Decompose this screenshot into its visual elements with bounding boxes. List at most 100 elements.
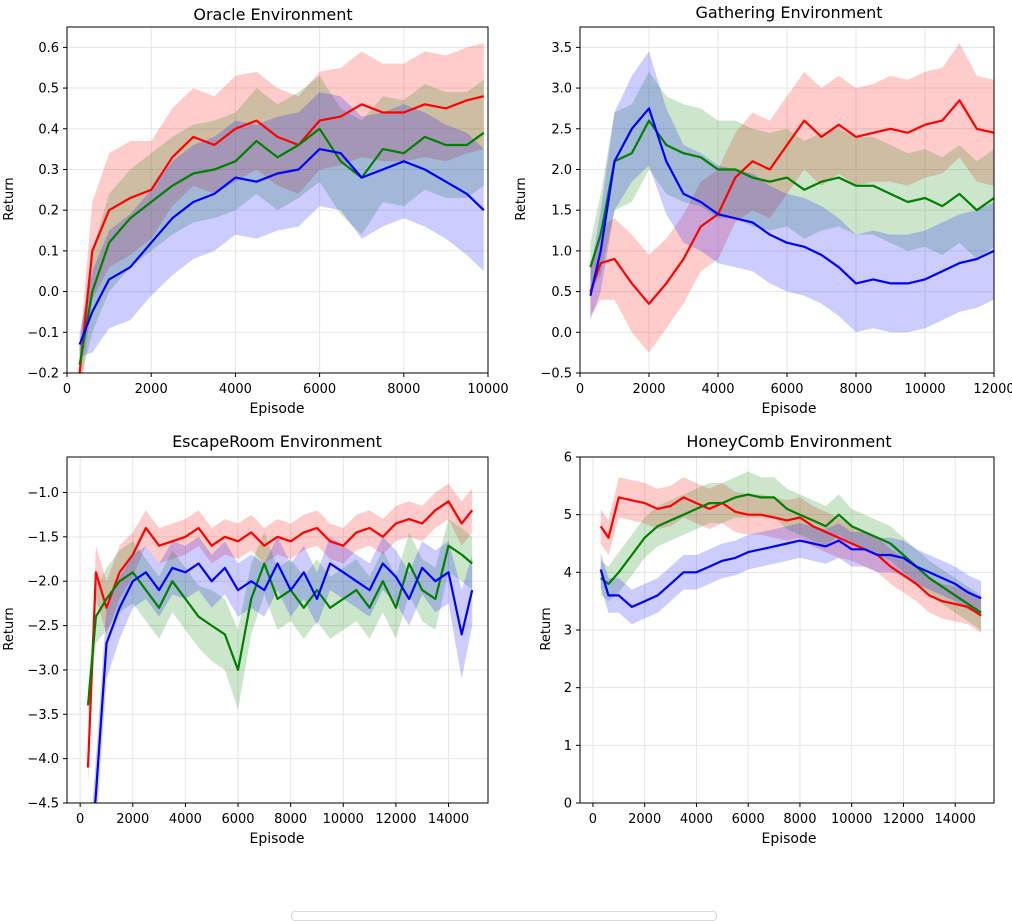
honeycomb-xtick-label-0: 0: [589, 812, 597, 827]
oracle-ytick-label-1: −0.1: [27, 326, 59, 341]
oracle-xlabel: Episode: [250, 401, 305, 417]
escaperoom-red-line: [86, 500, 474, 768]
oracle-xtick-label-3: 6000: [303, 382, 336, 397]
gathering-blue-band: [590, 51, 994, 333]
honeycomb-plot-area: [599, 471, 982, 633]
escaperoom-plot-area: [86, 483, 474, 803]
honeycomb-ytick-label-2: 2: [564, 681, 572, 696]
gathering-ytick-label-4: 1.5: [551, 204, 572, 219]
oracle-panel: Oracle Environment Episode Return 0 2000 4…: [2, 5, 509, 417]
honeycomb-red-band: [600, 477, 982, 633]
honeycomb-xtick-label-7: 14000: [935, 812, 976, 827]
escaperoom-xtick-label-5: 10000: [323, 812, 364, 827]
gathering-green-line: [589, 119, 994, 268]
honeycomb-red-line: [599, 496, 982, 617]
oracle-green-line: [78, 127, 485, 366]
escaperoom-xlabel: Episode: [250, 831, 305, 847]
gathering-blue-line: [589, 107, 994, 296]
escaperoom-ytick-label-5: −2.0: [27, 575, 59, 590]
honeycomb-xlabel: Episode: [762, 831, 817, 847]
escaperoom-ytick-label-7: −1.0: [27, 486, 59, 501]
honeycomb-xtick-label-4: 8000: [783, 812, 816, 827]
honeycomb-ytick-label-6: 6: [564, 451, 572, 466]
oracle-ytick-label-8: 0.6: [38, 41, 59, 56]
escaperoom-ylabel: Return: [2, 607, 17, 650]
escaperoom-xtick-label-2: 4000: [169, 812, 202, 827]
oracle-ytick-label-0: −0.2: [27, 367, 59, 382]
honeycomb-xtick-label-1: 2000: [628, 812, 661, 827]
gathering-xlabel: Episode: [762, 401, 817, 417]
oracle-ytick-label-4: 0.2: [38, 204, 59, 219]
escaperoom-xtick-label-6: 12000: [375, 812, 416, 827]
gathering-xtick-label-4: 8000: [839, 382, 872, 397]
oracle-blue-line: [78, 148, 485, 345]
honeycomb-panel: HoneyComb Environment Episode Return 0 20…: [539, 432, 995, 847]
gathering-red-line: [589, 99, 994, 305]
escaperoom-xtick-label-7: 14000: [428, 812, 469, 827]
gathering-xtick-label-0: 0: [576, 382, 584, 397]
escaperoom-ytick-label-4: −2.5: [27, 619, 59, 634]
escaperoom-ytick-label-2: −3.5: [27, 708, 59, 723]
honeycomb-blue-band: [600, 523, 982, 625]
oracle-ytick-label-6: 0.4: [38, 122, 59, 137]
gathering-ytick-label-1: 0.0: [551, 326, 572, 341]
oracle-title: Oracle Environment: [193, 5, 352, 24]
gathering-ytick-label-8: 3.5: [551, 41, 572, 56]
gathering-ytick-label-5: 2.0: [551, 163, 572, 178]
gathering-ytick-label-2: 0.5: [551, 285, 572, 300]
gathering-panel: Gathering Environment Episode Return 0 20…: [514, 3, 1012, 417]
oracle-xtick-label-2: 4000: [219, 382, 252, 397]
escaperoom-xtick-label-0: 0: [76, 812, 84, 827]
legend-box: [291, 911, 717, 921]
escaperoom-green-band: [88, 519, 473, 724]
oracle-red-line: [78, 95, 485, 373]
honeycomb-xtick-label-5: 10000: [831, 812, 872, 827]
escaperoom-ytick-label-3: −3.0: [27, 663, 59, 678]
oracle-xtick-label-1: 2000: [135, 382, 168, 397]
gathering-ytick-label-0: −0.5: [540, 367, 572, 382]
honeycomb-ytick-label-1: 1: [564, 739, 572, 754]
oracle-ytick-label-3: 0.1: [38, 244, 59, 259]
oracle-plot-area: [78, 43, 485, 373]
honeycomb-title: HoneyComb Environment: [686, 432, 891, 451]
honeycomb-xtick-label-2: 4000: [680, 812, 713, 827]
gathering-xtick-label-1: 2000: [632, 382, 665, 397]
escaperoom-xtick-label-3: 6000: [221, 812, 254, 827]
honeycomb-ytick-label-5: 5: [564, 508, 572, 523]
escaperoom-blue-line: [94, 562, 474, 803]
oracle-axes-frame: [66, 26, 489, 374]
gathering-xtick-label-5: 10000: [904, 382, 945, 397]
gathering-ytick-label-3: 1.0: [551, 244, 572, 259]
gathering-ytick-label-6: 2.5: [551, 122, 572, 137]
escaperoom-axes-frame: [66, 456, 489, 804]
oracle-ytick-label-2: 0.0: [38, 285, 59, 300]
oracle-red-band: [79, 43, 484, 373]
oracle-xtick-label-5: 10000: [467, 382, 508, 397]
oracle-ytick-label-5: 0.3: [38, 163, 59, 178]
honeycomb-blue-line: [599, 539, 982, 608]
oracle-blue-band: [79, 92, 484, 357]
gathering-xtick-label-3: 6000: [770, 382, 803, 397]
honeycomb-ylabel: Return: [539, 607, 554, 650]
honeycomb-ytick-label-0: 0: [564, 797, 572, 812]
escaperoom-xtick-label-4: 8000: [274, 812, 307, 827]
honeycomb-ytick-label-4: 4: [564, 566, 572, 581]
escaperoom-red-band: [88, 483, 473, 786]
honeycomb-xtick-label-3: 6000: [732, 812, 765, 827]
escaperoom-ytick-label-6: −1.5: [27, 530, 59, 545]
gathering-ylabel: Return: [514, 177, 529, 220]
honeycomb-green-band: [600, 471, 982, 630]
escaperoom-green-line: [86, 544, 473, 706]
oracle-xtick-label-0: 0: [63, 382, 71, 397]
escaperoom-xtick-label-1: 2000: [116, 812, 149, 827]
oracle-xtick-label-4: 8000: [387, 382, 420, 397]
escaperoom-ytick-label-1: −4.0: [27, 752, 59, 767]
oracle-ylabel: Return: [2, 177, 17, 220]
escaperoom-panel: EscapeRoom Environment Episode Return 0 2…: [2, 432, 489, 847]
gathering-ytick-label-7: 3.0: [551, 82, 572, 97]
gathering-title: Gathering Environment: [695, 3, 882, 22]
escaperoom-ytick-label-0: −4.5: [27, 797, 59, 812]
gathering-plot-area: [589, 43, 994, 353]
honeycomb-xtick-label-6: 12000: [883, 812, 924, 827]
